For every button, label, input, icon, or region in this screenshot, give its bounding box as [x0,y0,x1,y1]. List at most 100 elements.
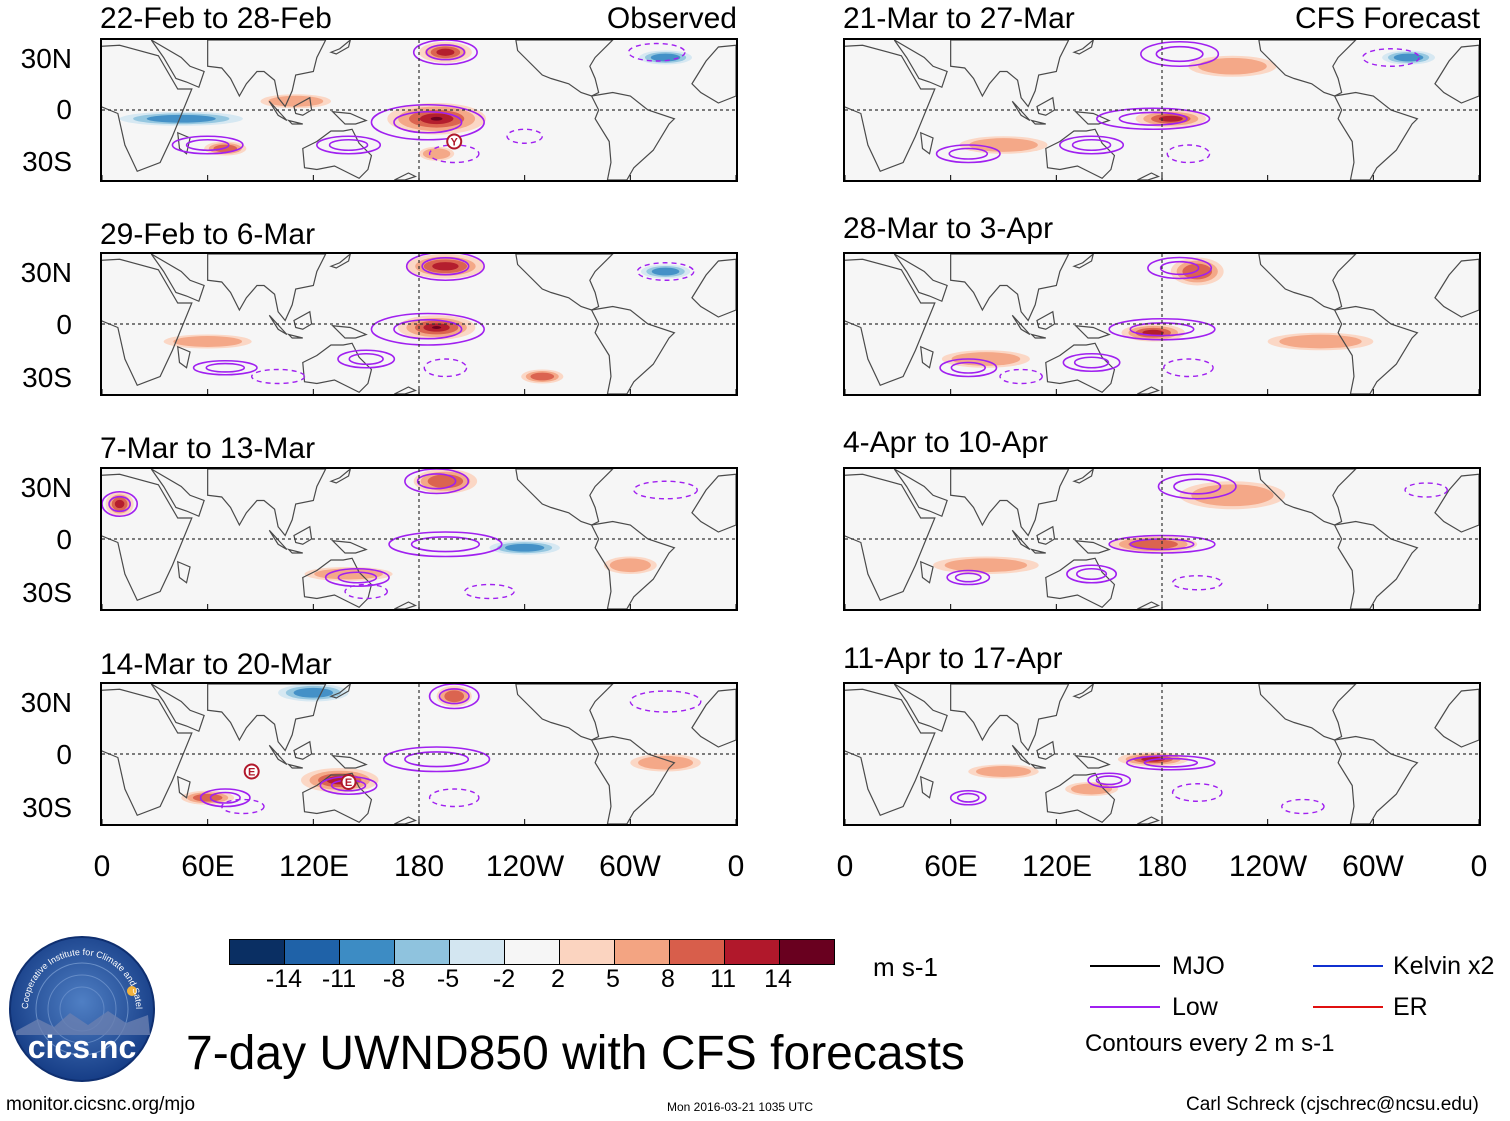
coastline [515,40,614,97]
coastline [590,735,676,824]
map-panel [843,682,1481,826]
coastline [1333,520,1419,609]
storm-marker-ring [340,774,357,790]
low-contour-negative [633,480,698,500]
coastline [286,119,303,125]
coastline [1072,684,1094,699]
coastline [329,684,351,699]
wind-anomaly-shade [1158,115,1183,122]
wind-anomaly-shade [1070,783,1113,795]
lon-tick-180: 180 [393,850,445,883]
map-panel [843,467,1481,611]
coastline [207,40,327,108]
low-contour-negative [221,798,265,815]
coastline [1045,557,1116,608]
coastline [268,744,288,766]
coastline [1137,816,1161,824]
coastline [1434,44,1479,104]
low-contour [946,569,991,586]
low-contour-negative [1171,783,1223,802]
low-contour [1143,757,1199,768]
coastline [207,684,327,752]
low-contour [185,138,230,152]
low-contour-negative [1163,358,1214,378]
colorbar-swatch [780,940,834,964]
coastline [1333,305,1419,394]
panel-title-l2: 7-Mar to 13-Mar [100,432,316,465]
coastline [1258,254,1357,311]
wind-anomaly-shade [1128,539,1178,550]
coastline [1258,684,1357,741]
coastline [845,258,936,387]
coastline [920,131,934,155]
coastline [286,763,303,769]
low-contour [108,495,131,513]
lon-tick-120e: 120E [278,850,350,883]
map-panel [843,38,1481,182]
coastline [691,44,736,104]
coastline [1029,763,1046,769]
colorbar-swatch [560,940,615,964]
main-title: 7-day UWND850 with CFS forecasts [186,1027,965,1080]
low-contour [1095,775,1123,786]
low-contour [370,312,485,346]
legend-label-low: Low [1172,993,1218,1021]
coastline [394,816,418,824]
low-contour [935,144,1001,164]
coastline [1072,40,1094,55]
lon-tick-0: 0 [727,850,745,883]
colorbar-swatch [670,940,725,964]
footer-author: Carl Schreck (cjschrec@ncsu.edu) [1186,1094,1479,1115]
wind-anomaly-shade [173,336,243,347]
wind-anomaly-shade [431,326,442,329]
low-contour [410,536,481,553]
low-contour [1071,138,1112,152]
wind-anomaly-shade [192,793,223,802]
coastline [177,131,191,155]
footer-timestamp: Mon 2016-03-21 1035 UTC [667,1100,814,1114]
coastline [1036,525,1056,545]
low-contour-negative [428,788,480,808]
low-contour [348,352,384,366]
wind-anomaly-shade [314,568,383,580]
low-contour-negative [627,42,686,62]
low-contour [428,684,480,710]
coastline [691,258,736,318]
low-contour [416,473,457,490]
coastline [268,100,288,122]
lon-tick-60e: 60E [924,850,978,883]
low-contour [192,359,258,376]
coastline [394,386,418,394]
low-contour [209,791,241,804]
panel-title-l1: 29-Feb to 6-Mar [100,218,316,251]
wind-anomaly-shade [422,148,451,160]
wind-anomaly-shade [1279,334,1362,349]
wind-anomaly-shade [638,755,694,770]
storm-marker: Y [446,133,463,150]
legend-label-mjo: MJO [1172,952,1225,980]
legend-label-er: ER [1393,993,1428,1021]
coastline [950,684,1070,752]
colorbar-label: -8 [382,965,406,993]
low-contour [404,751,470,768]
coastline [1011,529,1031,551]
low-contour [1140,40,1220,68]
wind-anomaly-shade [1191,484,1274,507]
wind-anomaly-shade [651,267,680,276]
colorbar-label: 11 [710,965,736,993]
coastline [268,314,288,336]
coastline [1434,258,1479,318]
coastline [1137,386,1161,394]
lon-tick-60w: 60W [599,850,661,883]
coastline [845,688,936,817]
low-contour [949,789,987,806]
colorbar-swatch [450,940,505,964]
colorbar-swatch [340,940,395,964]
coastline [590,305,676,394]
wind-anomaly-shade [944,558,1028,573]
lon-tick-180: 180 [1136,850,1188,883]
coastline [691,688,736,748]
lon-tick-60e: 60E [181,850,235,883]
colorbar-label: -11 [321,965,357,993]
wind-anomaly-shade [436,48,455,56]
